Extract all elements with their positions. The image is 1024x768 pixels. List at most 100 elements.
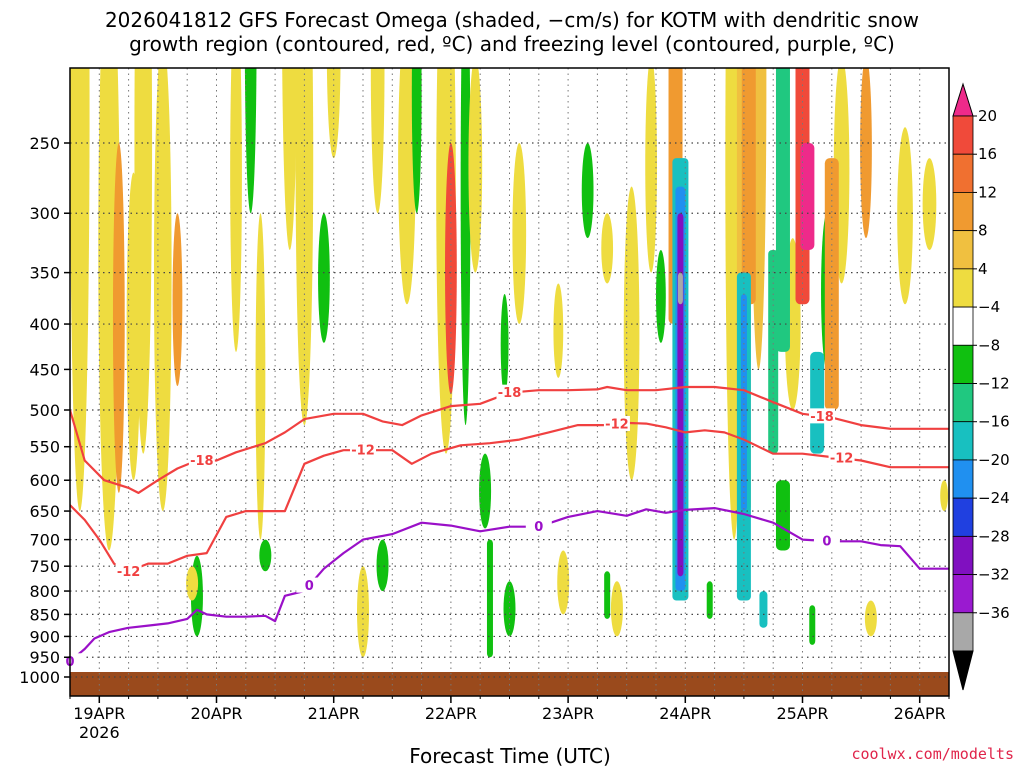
omega-patch [376, 539, 389, 592]
omega-streak [411, 68, 422, 214]
omega-streak [230, 68, 242, 352]
contour-lines [70, 385, 949, 663]
x-tick-label: 19APR [73, 704, 125, 723]
omega-streak [255, 213, 266, 540]
colorbar-label: −20 [978, 451, 1010, 469]
chart-title-line-1: 2026041812 GFS Forecast Omega (shaded, −… [104, 8, 920, 32]
omega-column [677, 213, 684, 577]
y-tick-label: 900 [29, 627, 60, 646]
omega-patch [357, 566, 369, 658]
omega-column [740, 294, 747, 512]
omega-column [677, 272, 683, 305]
colorbar-label: −32 [978, 566, 1010, 584]
colorbar-segment [952, 535, 974, 575]
omega-streak [922, 158, 937, 250]
colorbar-segment [952, 230, 974, 270]
y-tick-label: 650 [29, 502, 60, 521]
colorbar-segment [952, 268, 974, 308]
omega-streak [70, 68, 90, 511]
x-tick-label: 24APR [659, 704, 711, 723]
colorbar-segment [952, 192, 974, 232]
colorbar-segment [952, 344, 974, 384]
colorbar: 20 16 12 8 4 −4 −8 −12 −16 −20 −24 −28 −32 −36 [952, 82, 1010, 691]
contour-label-bg [828, 450, 855, 466]
omega-patch [610, 581, 623, 637]
omega-streak [112, 143, 125, 493]
colorbar-segment [952, 421, 974, 461]
site-credit: coolwx.com/modelts [851, 745, 1014, 763]
omega-streak [345, 0, 361, 16]
omega-patch [186, 566, 199, 601]
omega-streak [282, 68, 298, 250]
omega-streak [645, 68, 657, 273]
omega-cell [775, 68, 790, 352]
omega-streak [897, 127, 913, 305]
omega-streak [370, 68, 385, 214]
contour-label: -18 [810, 410, 834, 425]
contour-label-bg [809, 408, 836, 424]
omega-streak [940, 480, 949, 512]
y-tick-label: 500 [29, 401, 60, 420]
contour-label-bg [603, 415, 630, 431]
dgz-minus18-contour [70, 385, 949, 494]
omega-patch [479, 453, 492, 529]
contour-label: -12 [830, 452, 854, 467]
y-tick-label: 600 [29, 471, 60, 490]
omega-patch [503, 581, 516, 637]
y-tick-label: 550 [29, 438, 60, 457]
omega-column [759, 591, 768, 628]
omega-streak [244, 68, 257, 214]
y-tick-label: 250 [29, 134, 60, 153]
grid-lines [69, 68, 950, 696]
contour-label: -18 [190, 454, 214, 469]
y-tick-label: 300 [29, 204, 60, 223]
omega-column [706, 581, 713, 619]
omega-streak [581, 143, 594, 239]
contour-label: -12 [605, 417, 629, 432]
omega-streak [601, 213, 614, 284]
contour-label: -18 [498, 386, 522, 401]
y-tick-label: 400 [29, 315, 60, 334]
colorbar-segment [952, 574, 974, 614]
x-tick-label: 25APR [776, 704, 828, 723]
y-tick-label: 450 [29, 360, 60, 379]
omega-streak [295, 68, 314, 426]
contour-label: -12 [117, 565, 141, 580]
colorbar-segment [952, 612, 974, 652]
x-tick-label: 23APR [542, 704, 594, 723]
omega-streak [468, 68, 483, 273]
omega-streak [201, 0, 213, 57]
omega-column [809, 605, 816, 645]
colorbar-segment [952, 153, 974, 193]
omega-streak [460, 68, 471, 426]
omega-streak [500, 294, 509, 395]
contour-label: 0 [822, 534, 831, 549]
omega-patch [259, 539, 272, 572]
freezing-level-contour [70, 507, 949, 663]
y-tick-label: 950 [29, 648, 60, 667]
contour-label-bg [296, 577, 323, 593]
contour-label-bg [813, 532, 840, 548]
omega-streak [445, 143, 457, 395]
x-tick-label: 26APR [894, 704, 946, 723]
contour-label-bg [115, 563, 142, 579]
colorbar-top-arrow [952, 82, 974, 117]
colorbar-label: −28 [978, 527, 1010, 545]
omega-column [486, 539, 493, 658]
y-tick-label: 1000 [19, 668, 60, 687]
colorbar-label: −8 [978, 336, 1000, 354]
x-tick-label: 21APR [308, 704, 360, 723]
colorbar-label: −16 [978, 413, 1010, 431]
x-year-label: 2026 [79, 723, 120, 742]
contour-label-bg [496, 384, 523, 400]
y-tick-label: 700 [29, 531, 60, 550]
omega-streak [172, 213, 183, 387]
colorbar-segment [952, 497, 974, 537]
contour-label: 0 [305, 579, 314, 594]
colorbar-segment [952, 306, 974, 346]
colorbar-label: −24 [978, 489, 1010, 507]
contour-label-bg [350, 442, 376, 458]
y-tick-label: 350 [29, 264, 60, 283]
x-axis: 19APR 20APR 21APR 22APR 23APR 24APR 25APR 26APR… [69, 696, 950, 742]
y-axis: 250 300 350 400 450 500 550 600 650 700 750 800 850 9… [19, 134, 70, 687]
